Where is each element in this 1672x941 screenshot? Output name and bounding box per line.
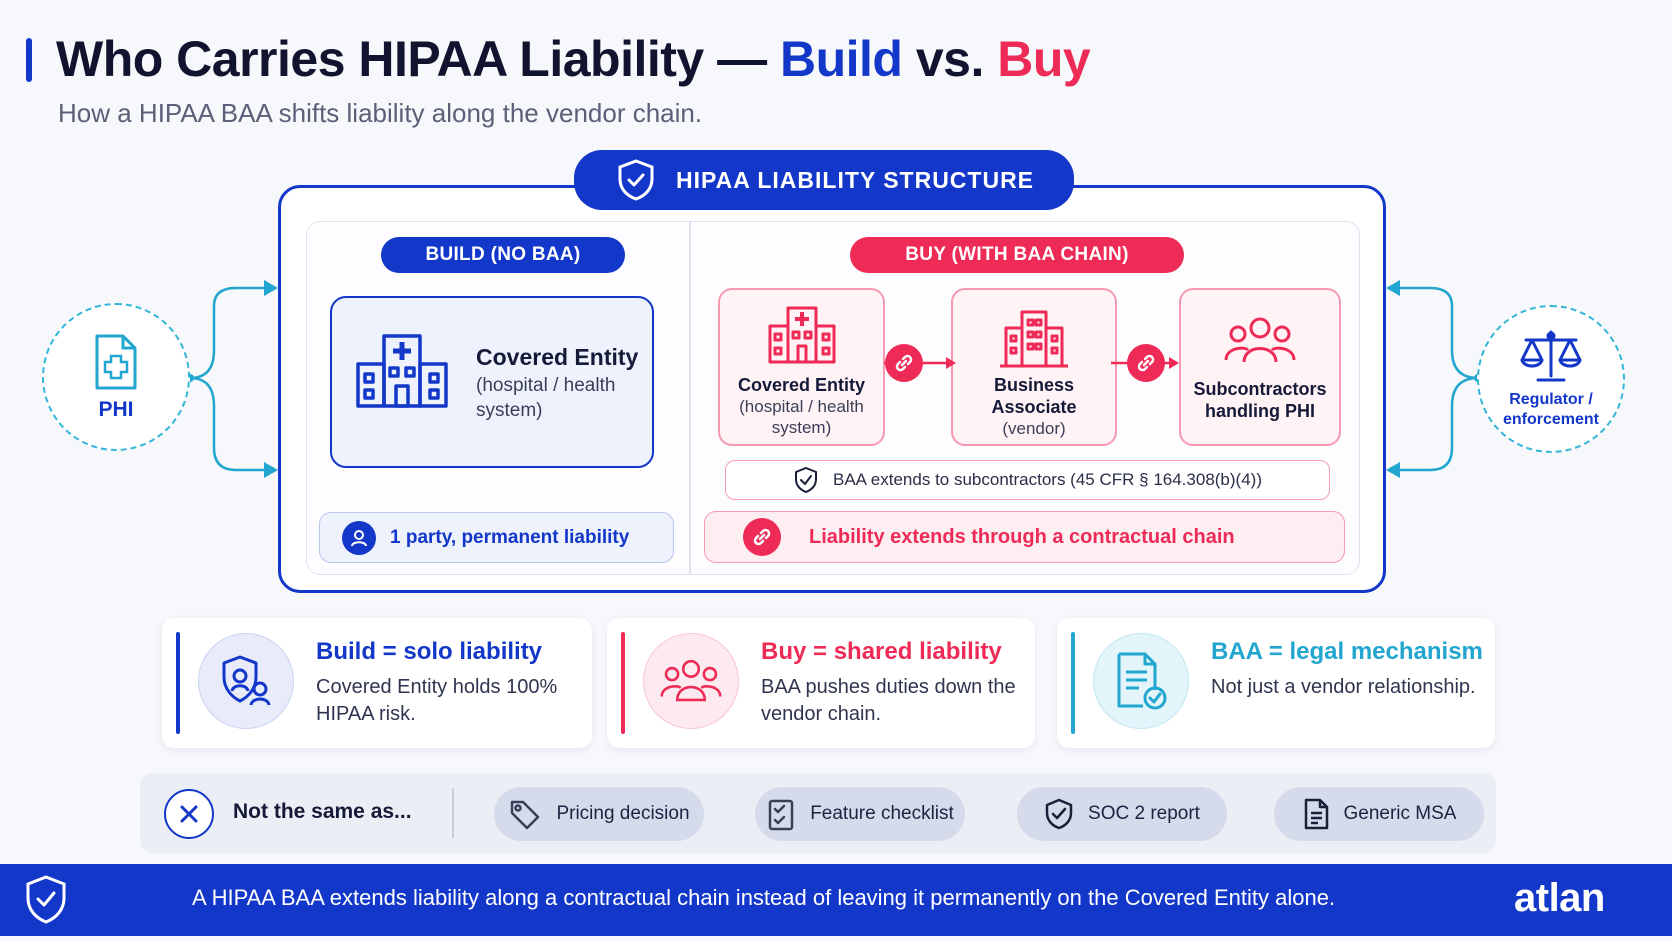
page-subtitle: How a HIPAA BAA shifts liability along t… — [58, 98, 703, 128]
summary-card-buy: Buy = shared liability BAA pushes duties… — [607, 618, 1035, 748]
single-party-badge: 1 party, permanent liability — [319, 512, 674, 563]
not-same-label: Not the same as... — [233, 800, 412, 823]
summary-card-build: Build = solo liability Covered Entity ho… — [162, 618, 592, 748]
title-vs: vs. — [902, 31, 998, 87]
summary-desc: BAA pushes duties down the vendor chain. — [761, 676, 1016, 725]
chain-sub-2: (vendor) — [1002, 419, 1066, 438]
summary-title: Build = solo liability — [316, 638, 543, 665]
accent-bar — [621, 632, 625, 734]
contractual-chain-label: Liability extends through a contractual … — [809, 525, 1235, 548]
build-buy-divider — [689, 222, 691, 574]
link-icon — [885, 344, 923, 382]
chain-sub-1: (hospital / health system) — [739, 397, 864, 437]
strip-divider — [452, 788, 454, 838]
summary-title: BAA = legal mechanism — [1211, 638, 1483, 665]
build-covered-entity-card — [330, 296, 654, 468]
footer-text: A HIPAA BAA extends liability along a co… — [192, 885, 1336, 910]
chip-pricing-decision: Pricing decision — [494, 787, 704, 841]
chip-generic-msa: Generic MSA — [1274, 787, 1484, 841]
chain-title-3: Subcontractors handling PHI — [1193, 379, 1327, 421]
build-entity-sub: (hospital / health system) — [476, 375, 616, 421]
structure-tab: HIPAA LIABILITY STRUCTURE — [574, 150, 1074, 210]
building-icon — [1000, 310, 1068, 368]
summary-card-baa: BAA = legal mechanism Not just a vendor … — [1057, 618, 1495, 748]
group-icon — [643, 633, 739, 729]
buy-pill: BUY (WITH BAA CHAIN) — [850, 237, 1184, 273]
chip-soc2-report: SOC 2 report — [1017, 787, 1227, 841]
title-build: Build — [780, 31, 903, 87]
hospital-icon — [768, 306, 835, 364]
single-party-label: 1 party, permanent liability — [390, 526, 630, 548]
shield-check-icon — [1045, 798, 1073, 830]
chain-card-covered-entity: Covered Entity (hospital / health system… — [718, 288, 885, 446]
hospital-icon — [356, 334, 448, 408]
summary-desc: Covered Entity holds 100% HIPAA risk. — [316, 676, 558, 725]
chip-label: Feature checklist — [810, 803, 954, 824]
group-icon — [1224, 317, 1296, 363]
title-buy: Buy — [997, 31, 1091, 87]
chain-title-1: Covered Entity — [737, 375, 866, 395]
regulator-node: Regulator / enforcement — [1477, 305, 1625, 453]
scales-icon — [1520, 330, 1582, 382]
link-icon — [1127, 344, 1165, 382]
title-prefix: Who Carries HIPAA Liability — — [56, 31, 780, 87]
summary-desc: Not just a vendor relationship. — [1211, 676, 1476, 698]
person-icon — [342, 520, 376, 555]
document-icon — [1304, 798, 1328, 830]
chip-label: Generic MSA — [1343, 803, 1457, 824]
link-icon — [743, 518, 781, 556]
shield-check-icon — [26, 875, 66, 924]
tag-icon — [511, 800, 540, 830]
footer-bar — [0, 864, 1672, 936]
chain-card-business-associate: Business Associate (vendor) — [951, 288, 1117, 446]
chain-title-2: Business Associate — [991, 375, 1077, 417]
structure-tab-label: HIPAA LIABILITY STRUCTURE — [675, 166, 1035, 193]
page-title: Who Carries HIPAA Liability — Build vs. … — [56, 30, 1091, 88]
phi-node: PHI — [42, 303, 190, 451]
chip-label: SOC 2 report — [1088, 803, 1200, 824]
shield-check-icon — [795, 466, 817, 494]
chain-card-subcontractors: Subcontractors handling PHI — [1179, 288, 1341, 446]
checklist-icon — [768, 799, 794, 831]
build-entity-title: Covered Entity — [476, 344, 639, 370]
chip-label: Pricing decision — [556, 803, 690, 824]
title-accent-bar — [26, 38, 32, 82]
brand-logo: atlan — [1514, 876, 1605, 920]
summary-title: Buy = shared liability — [761, 638, 1002, 665]
contractual-chain-bar: Liability extends through a contractual … — [704, 511, 1345, 563]
build-pill: BUILD (NO BAA) — [381, 237, 625, 273]
accent-bar — [176, 632, 180, 734]
regulator-label: Regulator / enforcement — [1502, 391, 1600, 428]
close-icon — [164, 789, 214, 839]
shield-person-icon — [198, 633, 294, 729]
chip-feature-checklist: Feature checklist — [755, 787, 965, 841]
shield-check-icon — [618, 159, 654, 201]
baa-extends-note: BAA extends to subcontractors (45 CFR § … — [725, 460, 1330, 500]
baa-extends-text: BAA extends to subcontractors (45 CFR § … — [833, 470, 1262, 489]
accent-bar — [1071, 632, 1075, 734]
document-check-icon — [1093, 633, 1189, 729]
phi-label: PHI — [98, 398, 134, 421]
document-plus-icon — [95, 334, 137, 390]
